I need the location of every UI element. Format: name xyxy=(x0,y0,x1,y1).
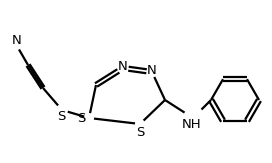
Text: S: S xyxy=(136,126,144,139)
Text: S: S xyxy=(57,111,65,124)
Text: N: N xyxy=(147,65,157,77)
Text: N: N xyxy=(12,35,22,47)
Text: N: N xyxy=(118,60,128,74)
Text: NH: NH xyxy=(182,119,202,132)
Text: S: S xyxy=(77,111,85,125)
